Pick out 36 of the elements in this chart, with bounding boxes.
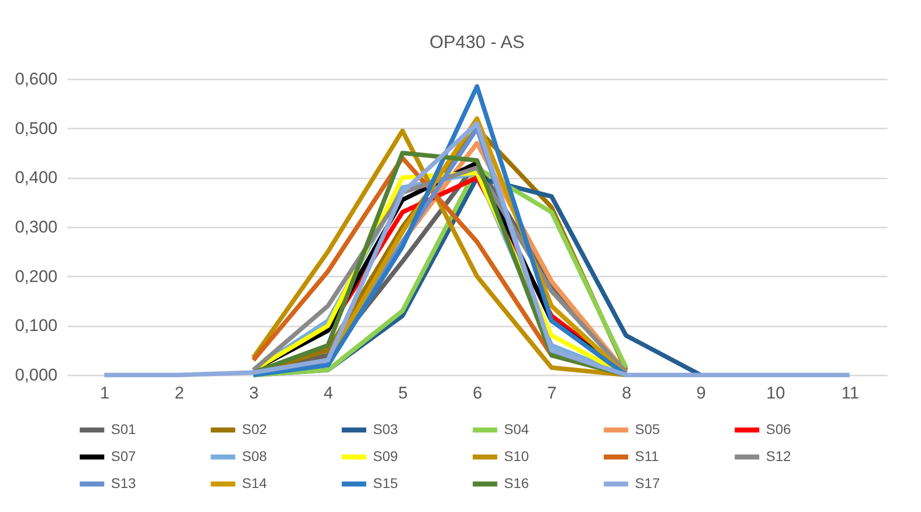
legend-label: S10 [504,448,530,464]
legend-label: S14 [242,475,268,491]
x-tick-label: 2 [174,384,184,402]
legend-label: S04 [504,421,530,437]
y-tick-label: 0,100 [14,316,58,336]
x-tick-label: 6 [472,384,482,402]
x-tick-label: 10 [766,384,786,402]
x-tick-label: 5 [398,384,408,402]
legend-label: S01 [111,421,136,437]
y-tick-label: 0,200 [14,266,58,286]
x-tick-label: 3 [249,384,259,402]
x-tick-label: 11 [841,384,860,402]
legend-label: S07 [111,448,136,464]
x-tick-label: 4 [324,384,334,402]
y-tick-label: 0,300 [14,218,58,236]
x-tick-label: 7 [547,384,557,402]
legend-label: S15 [373,475,398,491]
legend-label: S03 [373,421,398,437]
y-tick-label: 0,400 [14,168,58,188]
y-tick-label: 0,000 [14,366,58,384]
legend-label: S02 [242,421,268,437]
legend-label: S05 [635,421,660,437]
legend-label: S13 [111,475,136,491]
x-tick-label: 9 [696,384,706,402]
chart-title: OP430 - AS [429,32,525,52]
legend-label: S16 [504,475,530,491]
legend-label: S06 [766,421,792,437]
legend-label: S08 [242,448,268,464]
legend-label: S12 [766,448,792,464]
legend-label: S11 [635,448,660,464]
y-tick-label: 0,500 [14,118,58,138]
x-tick-label: 8 [622,384,632,402]
x-tick-label: 1 [100,384,110,402]
legend-label: S09 [373,448,398,464]
legend-label: S17 [635,475,660,491]
y-tick-label: 0,600 [14,70,58,88]
